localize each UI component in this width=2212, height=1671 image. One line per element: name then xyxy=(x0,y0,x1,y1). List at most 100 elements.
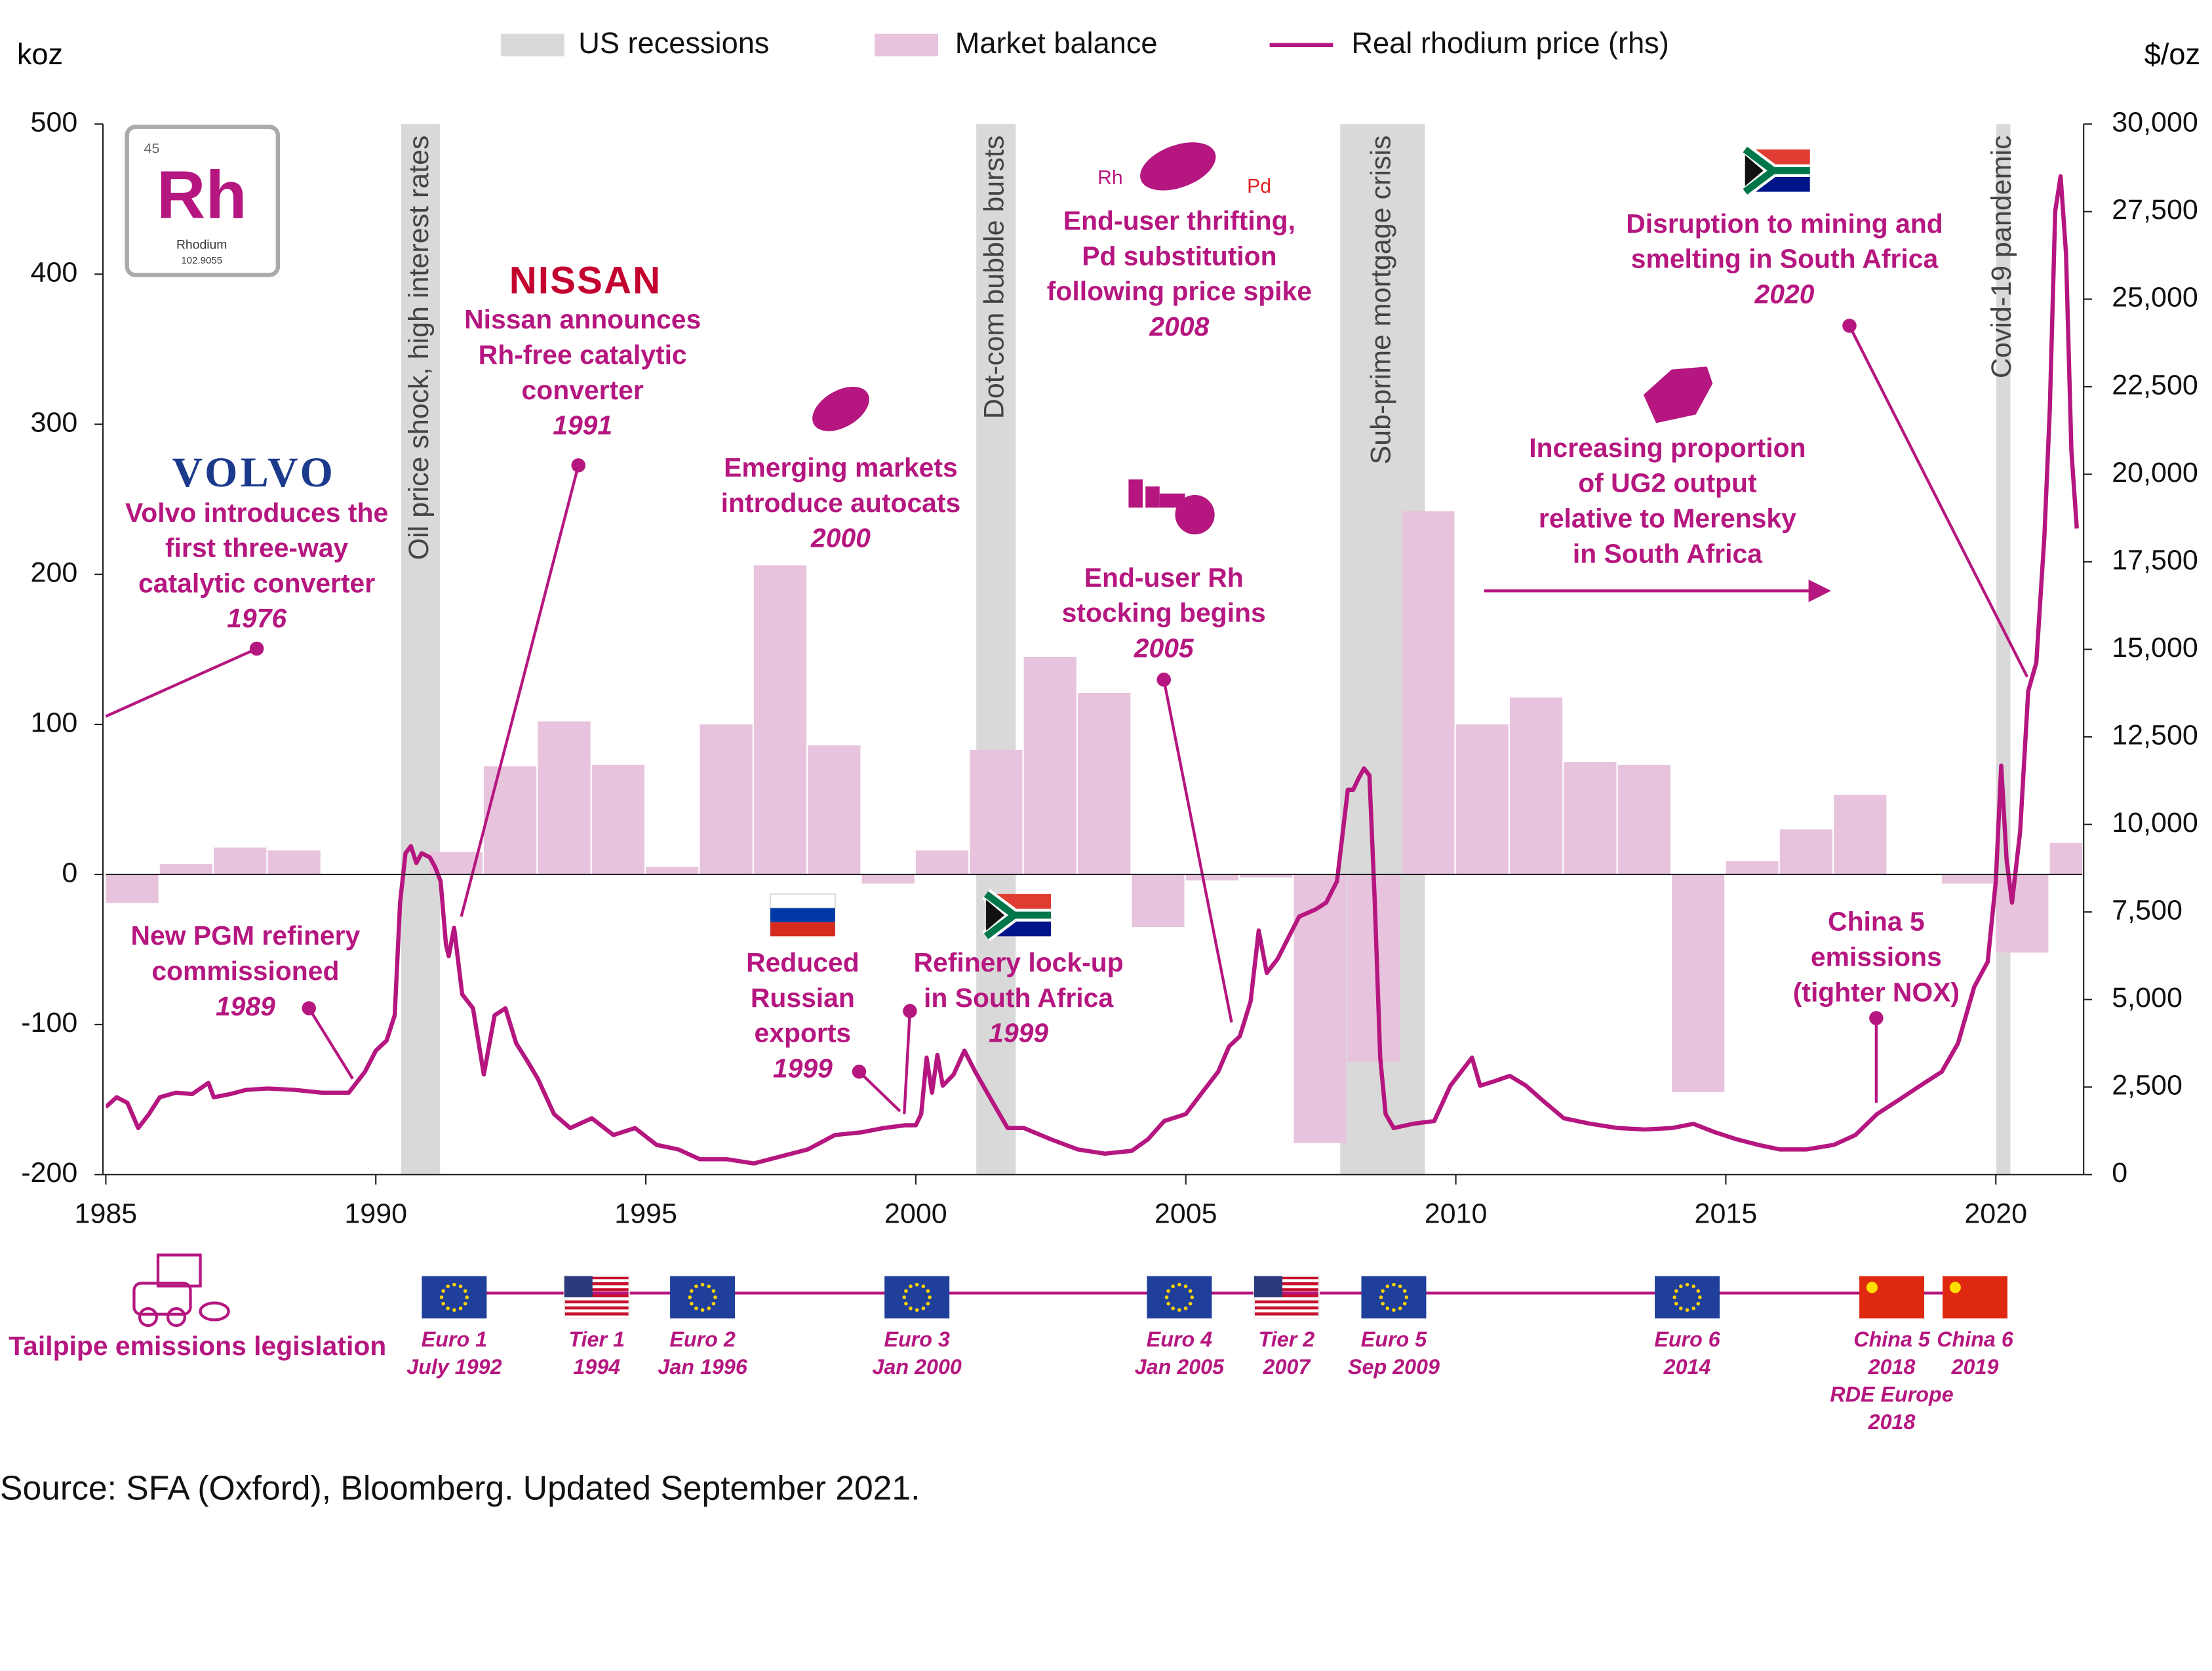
annotation: in South Africa xyxy=(1573,538,1762,568)
flag-part xyxy=(1361,1276,1427,1319)
bar xyxy=(2049,842,2083,875)
bar xyxy=(1294,874,1347,1143)
bar xyxy=(1779,829,1832,875)
flag-part xyxy=(1188,1301,1193,1306)
flag-part xyxy=(1177,1308,1181,1312)
flag-part xyxy=(1679,1306,1683,1310)
y-tick-label: 400 xyxy=(31,257,78,288)
flag-part xyxy=(1398,1284,1402,1289)
nissan-logo: NISSAN xyxy=(509,260,662,302)
bar xyxy=(483,766,537,875)
flag-part xyxy=(1672,1295,1676,1299)
y-tick-label: 100 xyxy=(31,707,78,738)
annotation: converter xyxy=(522,375,644,405)
legislation-label: Jan 2000 xyxy=(872,1355,961,1379)
recession-label: Covid-19 pandemic xyxy=(1986,136,2017,379)
legislation-label: Euro 4 xyxy=(1147,1327,1212,1351)
annotation: Disruption to mining and xyxy=(1626,208,1943,239)
annotation: End-user Rh xyxy=(1084,562,1244,593)
flag-part xyxy=(700,1308,705,1312)
flag-part xyxy=(770,922,835,937)
bar xyxy=(1509,697,1563,875)
flag-part xyxy=(904,1301,908,1306)
recession-label: Oil price shock, high interest rates xyxy=(403,136,435,560)
annotation-year: 2005 xyxy=(1134,633,1195,663)
y2-tick-label: 0 xyxy=(2112,1157,2127,1189)
annotation: End-user thrifting, xyxy=(1063,206,1295,236)
x-tick-label: 1990 xyxy=(344,1198,407,1230)
y2-tick-label: 22,500 xyxy=(2112,369,2198,401)
flag-part xyxy=(463,1289,467,1293)
flag-part xyxy=(564,1306,629,1310)
y-tick-label: 500 xyxy=(31,107,78,138)
annotation: Rh-free catalytic xyxy=(479,340,687,370)
legend-label: Market balance xyxy=(955,26,1158,60)
annotation: China 5 xyxy=(1828,907,1925,937)
bar xyxy=(753,565,807,875)
annotation: introduce autocats xyxy=(721,488,961,518)
annotation-year: 2008 xyxy=(1149,311,1209,342)
flag-part xyxy=(564,1312,629,1316)
flag-part xyxy=(564,1288,629,1291)
annotation-year: 1989 xyxy=(216,991,275,1021)
flag-eu xyxy=(422,1276,487,1319)
annotation: (tighter NOX) xyxy=(1793,977,1960,1007)
recession-band xyxy=(976,124,1016,1175)
annotation: following price spike xyxy=(1047,276,1312,306)
flag-part xyxy=(1691,1306,1696,1310)
flag-part xyxy=(1171,1306,1175,1310)
annotation-year: 1999 xyxy=(773,1053,833,1083)
element-symbol: Rh xyxy=(157,157,247,233)
flag-cn xyxy=(1943,1276,2007,1319)
x-tick-label: 2020 xyxy=(1964,1198,2027,1230)
flag-part xyxy=(452,1282,456,1287)
flag-part xyxy=(458,1306,463,1310)
legislation-label: 2018 xyxy=(1868,1355,1916,1379)
annotation: Pd substitution xyxy=(1082,241,1276,271)
flag-part xyxy=(439,1295,444,1299)
bar xyxy=(1834,795,1887,875)
legislation-label: Tier 2 xyxy=(1259,1327,1315,1351)
flag-part xyxy=(1254,1276,1319,1280)
legend-label: US recessions xyxy=(578,26,769,60)
flag-part xyxy=(690,1301,694,1306)
y2-tick-label: 5,000 xyxy=(2112,982,2182,1013)
legislation-label: Tier 1 xyxy=(568,1327,625,1351)
price-line xyxy=(106,174,2080,1166)
flag-part xyxy=(909,1306,913,1310)
legislation-label: Jan 2005 xyxy=(1135,1355,1225,1379)
x-tick-label: 1995 xyxy=(614,1198,677,1230)
bar xyxy=(214,847,267,875)
flag-cn xyxy=(1859,1276,1925,1319)
flag-part xyxy=(694,1306,698,1310)
bar xyxy=(1185,874,1238,881)
y2-tick-label: 27,500 xyxy=(2112,194,2198,226)
annotation: exports xyxy=(755,1018,852,1048)
flag-part xyxy=(1183,1284,1188,1289)
legislation-label: July 1992 xyxy=(406,1355,502,1379)
flag-part xyxy=(465,1295,469,1299)
annotation-year: 2020 xyxy=(1754,279,1815,309)
flag-part xyxy=(694,1284,698,1289)
y2-tick-label: 30,000 xyxy=(2112,107,2198,138)
flag-part xyxy=(1949,1282,1961,1293)
flag-part xyxy=(441,1301,445,1306)
flag-part xyxy=(713,1295,717,1299)
legislation-label: China 5 xyxy=(1853,1327,1931,1351)
flag-part xyxy=(1698,1295,1702,1299)
volvo-logo: VOLVO xyxy=(172,448,336,496)
icon-label: Pd xyxy=(1247,176,1271,197)
annotation-year: 1991 xyxy=(553,410,612,441)
legislation-label: 1994 xyxy=(573,1355,620,1379)
legislation-label: Euro 5 xyxy=(1361,1327,1427,1351)
bar xyxy=(106,874,159,903)
annotation: emissions xyxy=(1811,942,1942,972)
bar xyxy=(1996,874,2049,953)
flag-part xyxy=(1392,1282,1396,1287)
legend-swatch xyxy=(500,33,564,57)
bar xyxy=(1564,762,1617,875)
flag-part xyxy=(1190,1295,1195,1299)
flag-part xyxy=(458,1284,463,1289)
flag-part xyxy=(983,891,1052,939)
